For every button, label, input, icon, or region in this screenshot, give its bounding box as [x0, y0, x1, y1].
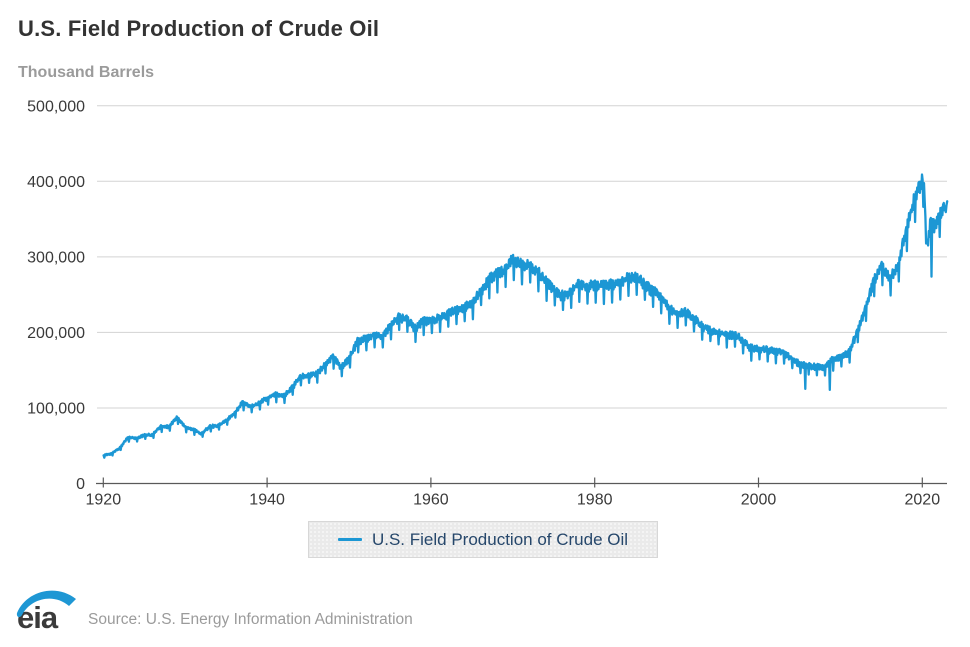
chart-title: U.S. Field Production of Crude Oil	[18, 16, 380, 41]
y-axis-tick-label: 100,000	[27, 401, 85, 418]
x-axis-tick-label: 1980	[577, 492, 613, 509]
y-axis-tick-label: 0	[76, 476, 85, 493]
source-text: Source: U.S. Energy Information Administ…	[88, 611, 413, 628]
production-line[interactable]	[102, 173, 949, 459]
eia-logo-swoosh-icon	[16, 590, 77, 618]
x-axis-tick-label: 1960	[413, 492, 449, 509]
x-axis-tick-label: 2000	[741, 492, 777, 509]
y-axis-tick-label: 300,000	[27, 249, 85, 266]
x-axis-tick-label: 1920	[86, 492, 122, 509]
eia-logo: eia	[16, 590, 77, 632]
y-axis-tick-label: 500,000	[27, 98, 85, 115]
x-axis-tick-label: 1940	[249, 492, 285, 509]
y-axis-tick-label: 400,000	[27, 174, 85, 191]
x-axis-tick-label: 2020	[905, 492, 941, 509]
chart-units-label: Thousand Barrels	[18, 64, 155, 81]
y-axis-tick-label: 200,000	[27, 325, 85, 342]
legend-swatch	[337, 538, 362, 541]
legend[interactable]: U.S. Field Production of Crude Oil	[308, 521, 658, 558]
legend-label: U.S. Field Production of Crude Oil	[371, 529, 629, 549]
